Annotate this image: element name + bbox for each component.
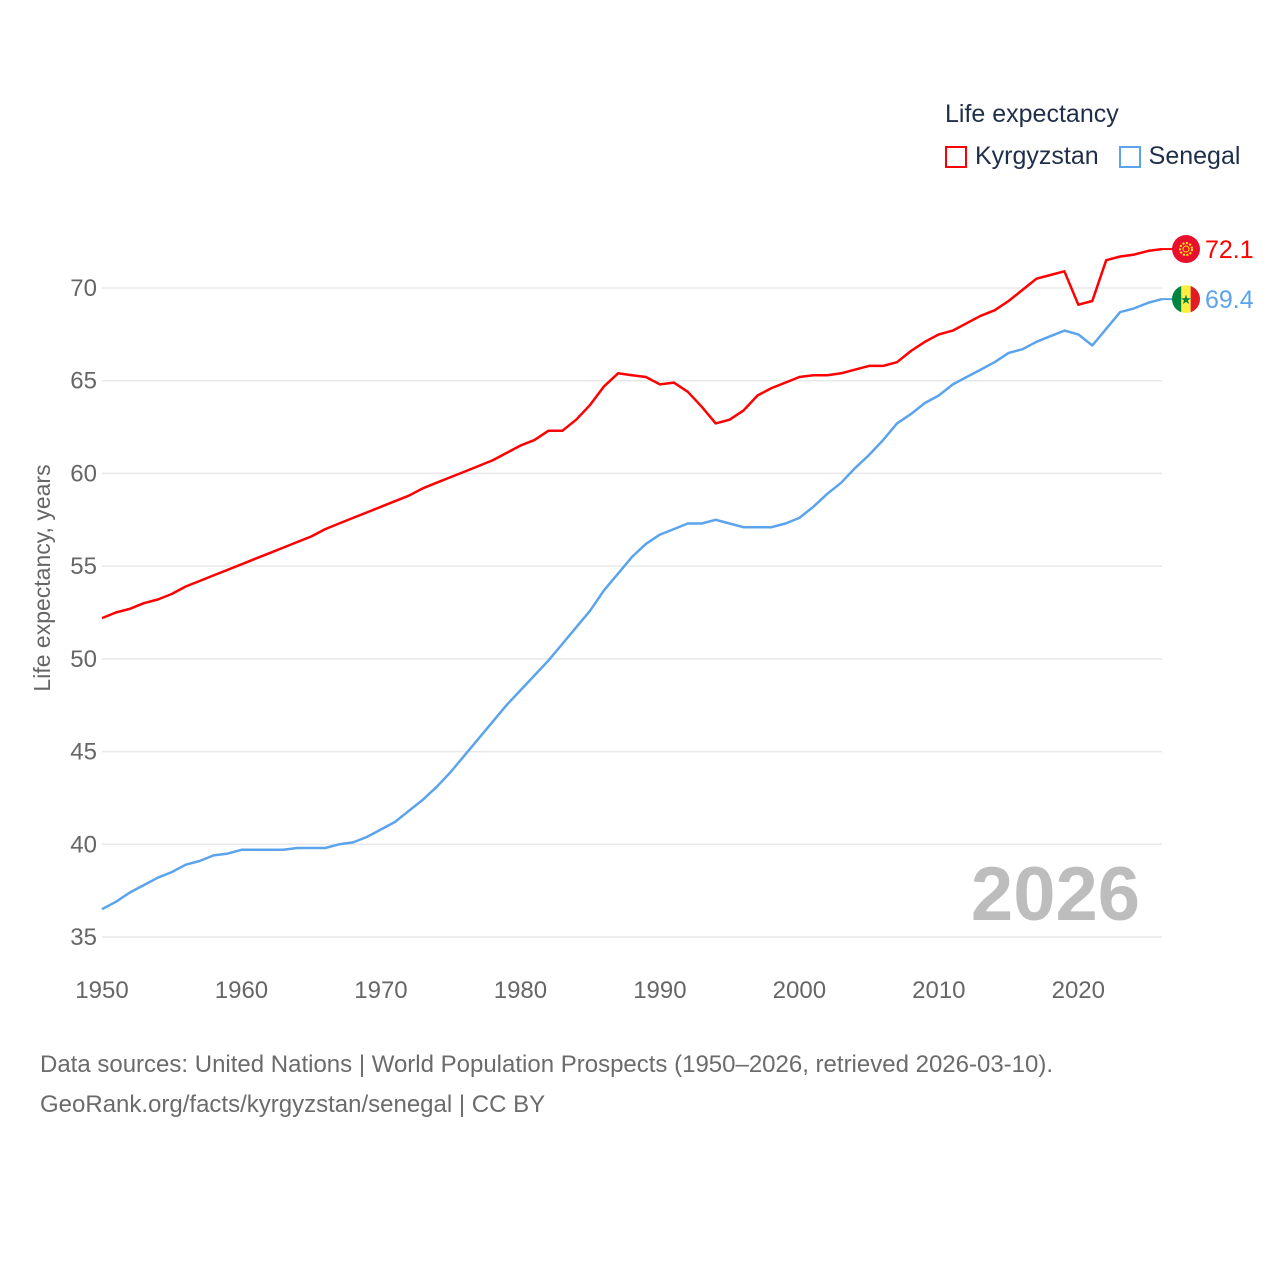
legend: Kyrgyzstan Senegal — [945, 142, 1240, 171]
legend-label: Senegal — [1148, 142, 1241, 170]
legend-swatch-senegal — [1118, 145, 1141, 168]
y-tick-label: 60 — [70, 460, 97, 487]
footer: Data sources: United Nations | World Pop… — [40, 1045, 1053, 1125]
attribution-link[interactable]: GeoRank.org/facts/kyrgyzstan/senegal | C… — [40, 1091, 546, 1118]
senegal-flag-yellow — [1181, 285, 1191, 314]
legend-item-senegal[interactable]: Senegal — [1118, 142, 1241, 171]
flag-sun-icon — [1179, 242, 1193, 257]
y-tick-label: 55 — [70, 553, 97, 580]
x-tick-label: 2010 — [912, 977, 965, 1004]
x-tick-label: 1950 — [75, 977, 128, 1004]
x-tick-label: 1990 — [633, 977, 686, 1004]
y-axis-label: Life expectancy, years — [29, 464, 55, 691]
end-value-label: 69.4 — [1205, 286, 1254, 314]
y-tick-label: 65 — [70, 368, 97, 395]
x-tick-label: 2020 — [1052, 977, 1105, 1004]
y-tick-label: 50 — [70, 646, 97, 673]
senegal-flag-star-icon: ★ — [1180, 292, 1192, 307]
x-tick-label: 2000 — [773, 977, 826, 1004]
legend-label: Kyrgyzstan — [975, 142, 1099, 170]
year-label: 2026 — [971, 852, 1140, 937]
senegal-flag-red — [1190, 285, 1200, 314]
data-source-text: Data sources: United Nations | World Pop… — [40, 1051, 1054, 1078]
legend-swatch-kyrgyzstan — [945, 145, 967, 168]
legend-item-kyrgyzstan[interactable]: Kyrgyzstan — [945, 142, 1099, 171]
y-tick-label: 45 — [70, 739, 97, 766]
y-tick-label: 35 — [70, 924, 97, 951]
legend-title: Life expectancy — [945, 100, 1119, 128]
y-tick-label: 40 — [70, 831, 97, 858]
x-tick-label: 1970 — [354, 977, 407, 1004]
series-line-senegal — [101, 297, 1163, 911]
end-value-label: 72.1 — [1205, 236, 1254, 264]
flag-sun-center — [1182, 245, 1190, 253]
series-line-kyrgyzstan — [101, 247, 1163, 620]
x-tick-label: 1980 — [494, 977, 547, 1004]
x-tick-label: 1960 — [215, 977, 268, 1004]
y-tick-label: 70 — [70, 275, 97, 302]
senegal-flag-green — [1172, 285, 1182, 314]
